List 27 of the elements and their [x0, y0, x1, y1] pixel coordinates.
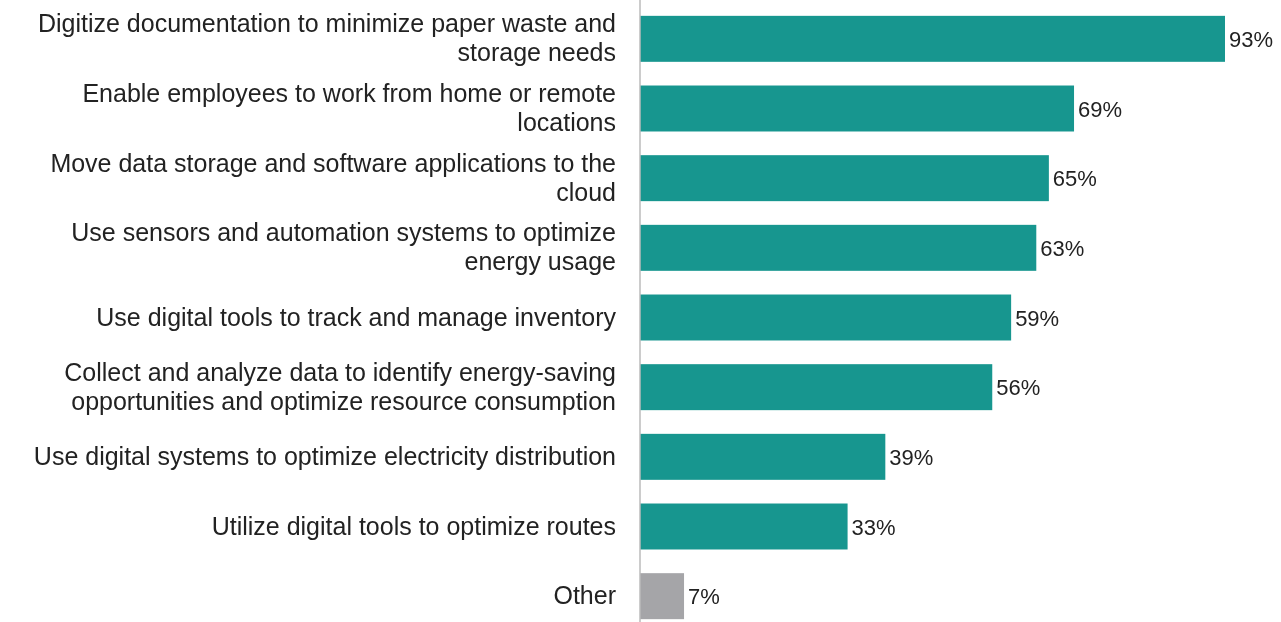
data-label: 39% [889, 444, 934, 470]
data-label: 69% [1078, 96, 1123, 122]
y-tick-label: Collect and analyze data to identify energy-saving opportunities and optimize resource consumption [64, 357, 616, 415]
y-tick-label: Move data storage and software applications to the cloud [50, 148, 616, 206]
bar [640, 85, 1075, 132]
y-tick-label: Use digital systems to optimize electricity distribution [33, 441, 616, 470]
y-tick-label: Digitize documentation to minimize paper waste and storage needs [37, 9, 616, 67]
data-label: 63% [1040, 235, 1085, 261]
y-tick-label: Utilize digital tools to optimize routes [211, 511, 616, 540]
y-tick-label: Use digital tools to track and manage inventory [96, 302, 617, 331]
y-tick-label: Other [553, 581, 616, 610]
data-label: 7% [688, 584, 720, 610]
bar [640, 15, 1225, 62]
bar [640, 433, 886, 480]
data-label: 65% [1052, 166, 1097, 192]
data-label: 59% [1015, 305, 1060, 331]
y-tick-label: Use sensors and automation systems to optimize energy usage [71, 218, 616, 276]
y-tick-label: Enable employees to work from home or remote locations [82, 79, 616, 136]
bar [640, 224, 1037, 271]
bar [640, 294, 1012, 341]
bar [640, 573, 685, 620]
data-label: 33% [851, 514, 896, 540]
bar [640, 503, 848, 550]
bar [640, 364, 993, 411]
bar [640, 155, 1049, 202]
data-label: 93% [1229, 26, 1274, 52]
data-label: 56% [996, 375, 1041, 401]
